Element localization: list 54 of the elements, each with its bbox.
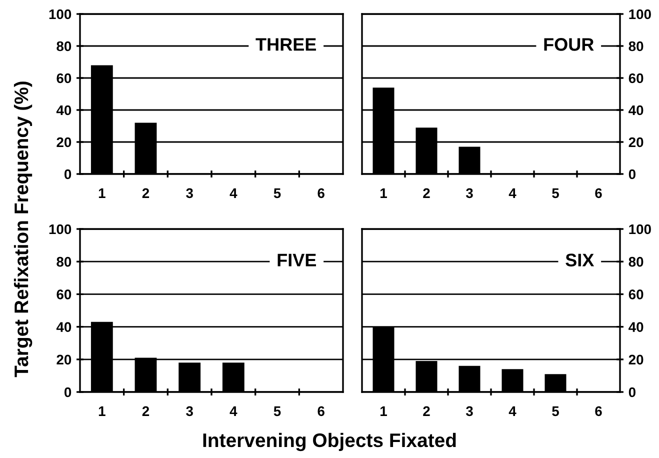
x-tick-label: 1: [380, 406, 387, 416]
x-tick-label: 3: [466, 188, 473, 198]
y-tick-label: 80: [56, 256, 72, 267]
y-tick-label: 40: [628, 322, 644, 332]
y-tick-label: 0: [64, 169, 72, 180]
y-tick-label: 60: [56, 290, 72, 300]
x-tick-label: 6: [595, 406, 602, 416]
y-tick-label: 100: [49, 224, 72, 234]
text: SIX: [566, 254, 594, 266]
x-tick-label: 1: [98, 406, 106, 416]
text: THREE: [256, 38, 316, 51]
x-tick-label: 2: [142, 188, 150, 198]
x-tick-label: 3: [466, 406, 473, 416]
y-tick-label: 80: [56, 41, 72, 52]
x-tick-label: 2: [423, 188, 430, 198]
x-tick-label: 2: [423, 406, 430, 416]
x-tick-label: 5: [274, 188, 281, 198]
x-tick-label: 3: [186, 188, 193, 198]
x-tick-label: 5: [274, 406, 281, 416]
y-tick-label: 20: [56, 354, 72, 365]
x-tick-label: 5: [552, 188, 559, 198]
x-tick-label: 4: [508, 188, 516, 198]
y-tick-label: 40: [56, 322, 72, 332]
y-tick-label: 100: [629, 224, 651, 234]
text: FIVE: [278, 254, 316, 266]
y-tick-label: 40: [628, 105, 644, 116]
y-tick-label: 0: [628, 387, 636, 398]
y-tick-label: 0: [628, 169, 636, 180]
y-tick-label: 20: [56, 137, 72, 148]
y-tick-label: 80: [628, 256, 644, 267]
x-tick-label: 5: [552, 406, 559, 416]
x-tick-label: 4: [508, 406, 516, 416]
x-tick-label: 4: [230, 188, 238, 198]
y-axis-title: Target Refixation Frequency (%): [14, 82, 32, 378]
x-tick-label: 1: [380, 188, 387, 198]
y-tick-label: 60: [628, 290, 644, 300]
x-tick-label: 6: [318, 406, 324, 416]
y-tick-label: 20: [628, 137, 644, 148]
y-tick-label: 100: [49, 9, 72, 20]
y-tick-label: 80: [628, 41, 644, 52]
x-tick-label: 6: [318, 188, 324, 198]
y-tick-label: 0: [64, 387, 72, 398]
text: FOUR: [544, 38, 594, 51]
x-tick-label: 1: [98, 188, 106, 198]
x-axis-title: Intervening Objects Fixated: [203, 432, 456, 452]
y-tick-label: 100: [629, 9, 651, 20]
x-tick-label: 6: [595, 188, 602, 198]
x-tick-label: 3: [186, 406, 193, 416]
y-tick-label: 60: [56, 73, 72, 84]
x-tick-label: 4: [230, 406, 238, 416]
y-tick-label: 40: [56, 105, 72, 116]
y-tick-label: 60: [628, 73, 644, 84]
y-tick-label: 20: [628, 354, 644, 365]
x-tick-label: 2: [142, 406, 150, 416]
